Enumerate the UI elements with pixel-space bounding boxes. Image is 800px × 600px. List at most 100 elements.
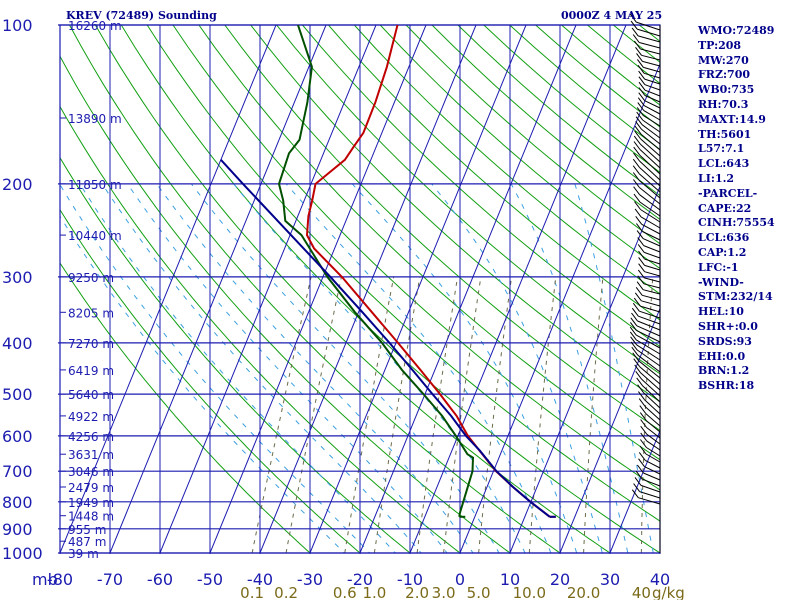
wind-barb-flag [630, 317, 638, 327]
mixing-ratio-label: 0.6 [333, 584, 357, 600]
moist-adiabat [510, 183, 629, 553]
wind-barb [641, 54, 661, 61]
stat-item: SRDS:93 [698, 334, 752, 348]
wind-barb-flag [636, 107, 644, 116]
moist-adiabat [101, 183, 422, 553]
moist-adiabat [60, 183, 371, 553]
wind-barb [639, 160, 661, 181]
wind-barb [638, 497, 661, 505]
dry-adiabat [60, 208, 361, 553]
wind-barb [646, 447, 661, 457]
temperature-tick-label: 0 [455, 570, 465, 589]
wind-barb [644, 406, 661, 421]
wind-barb [644, 271, 661, 277]
wind-barb-flag [631, 312, 638, 322]
wind-barb-flag [630, 322, 637, 331]
height-label: 3046 m [68, 465, 114, 479]
mixing-ratio-label: 0.2 [274, 584, 298, 600]
wind-barb-flag [633, 297, 641, 307]
wind-barb-flag [637, 384, 644, 394]
temperature-tick-label: -60 [147, 570, 173, 589]
wind-barb-flag [634, 125, 642, 135]
wind-barb [639, 154, 661, 175]
stat-item: CAPE:22 [698, 201, 752, 215]
temperature-tick-label: -70 [97, 570, 123, 589]
stat-item: TP:208 [698, 38, 742, 52]
wind-barb [638, 180, 661, 199]
isotherm [609, 429, 660, 553]
stat-item: WMO:72489 [698, 24, 775, 37]
wind-barb [638, 166, 661, 187]
stats-panel: WMO:72489 TP:208 MW:270 FRZ:700 WB0:735 RH:70… [698, 24, 798, 394]
mixing-ratio-label: 3.0 [432, 584, 456, 600]
moist-adiabat [60, 215, 346, 553]
mixing-ratio-line [373, 276, 421, 553]
dry-adiabat [198, 25, 660, 461]
wind-barb [642, 385, 661, 403]
wind-barb-flag [632, 165, 640, 174]
dry-adiabat [60, 55, 511, 553]
wind-barb [636, 339, 661, 355]
trace-parcel [220, 159, 551, 518]
valid-time: 0000Z 4 MAY 25 [561, 9, 663, 22]
wind-barb [642, 238, 661, 247]
wind-barb [636, 349, 661, 367]
wind-barb [642, 60, 661, 67]
wind-barb-flag [633, 186, 640, 195]
mixing-ratio-label: 0.1 [240, 584, 264, 600]
wind-barb [636, 325, 661, 337]
wind-barb [636, 329, 661, 343]
wind-barb-flag [638, 70, 645, 80]
stat-item: HEL:10 [698, 305, 744, 319]
wind-barb-flag [633, 483, 640, 492]
wind-barb-flag [634, 201, 641, 210]
height-label: 6419 m [68, 364, 114, 378]
wind-barb-flag [634, 292, 642, 302]
wind-barb [640, 305, 661, 313]
wind-barb [643, 110, 661, 121]
wind-barb [644, 100, 661, 109]
stat-item: EHI:0.0 [698, 349, 746, 363]
moist-adiabat [156, 183, 474, 553]
wind-barb-flag [633, 179, 640, 188]
wind-barb-flag [630, 336, 637, 346]
moist-adiabat [574, 183, 654, 553]
stat-item: CINH:75554 [698, 216, 775, 230]
wind-barb-flag [637, 97, 645, 106]
wind-barb-flag [640, 439, 647, 448]
wind-barb-flag [638, 92, 646, 101]
stat-item: MW:270 [698, 53, 749, 67]
mixing-ratio-label: 40 [632, 584, 651, 600]
wind-barb-flag [636, 53, 643, 62]
wind-barb-flag [635, 46, 642, 56]
wind-barb-flag [631, 307, 639, 317]
stat-item: RH:70.3 [698, 97, 749, 111]
pressure-tick-label: 400 [2, 334, 33, 353]
temperature-tick-label: -20 [347, 570, 373, 589]
wind-barb [636, 21, 661, 31]
height-label: 5640 m [68, 388, 114, 402]
isotherm [409, 25, 627, 553]
wind-barb-flag [632, 352, 640, 362]
wind-barb-flag [637, 237, 645, 246]
wind-barb [642, 294, 661, 301]
wind-barb-flag [632, 302, 640, 312]
wind-barb-flag [633, 358, 641, 368]
wind-barb [643, 66, 661, 73]
trace-dewpoint [277, 25, 475, 517]
wind-barb-flag [632, 158, 640, 168]
mixing-ratio-line [285, 276, 342, 553]
wind-barb [642, 119, 661, 133]
wind-barb [643, 283, 661, 289]
height-label: 16260 m [68, 19, 122, 33]
temperature-tick-label: 20 [550, 570, 570, 589]
height-label: 955 m [68, 523, 106, 537]
wind-barb [641, 124, 661, 139]
wind-barb [641, 378, 661, 397]
mixing-ratio-line [251, 276, 312, 553]
stat-item: CAP:1.2 [698, 245, 747, 259]
wind-barb-flag [640, 432, 648, 442]
height-label: 9250 m [68, 271, 114, 285]
stat-item: -PARCEL- [698, 186, 758, 200]
